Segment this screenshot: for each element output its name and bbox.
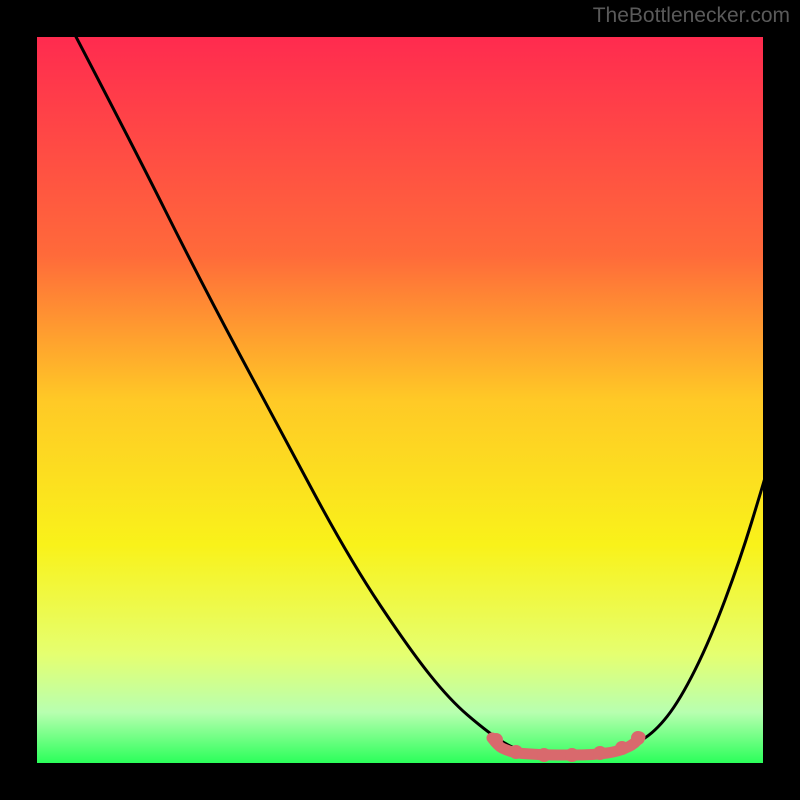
gradient-background: [37, 37, 763, 763]
bottleneck-chart: [0, 0, 800, 800]
watermark-text: TheBottlenecker.com: [593, 4, 790, 28]
